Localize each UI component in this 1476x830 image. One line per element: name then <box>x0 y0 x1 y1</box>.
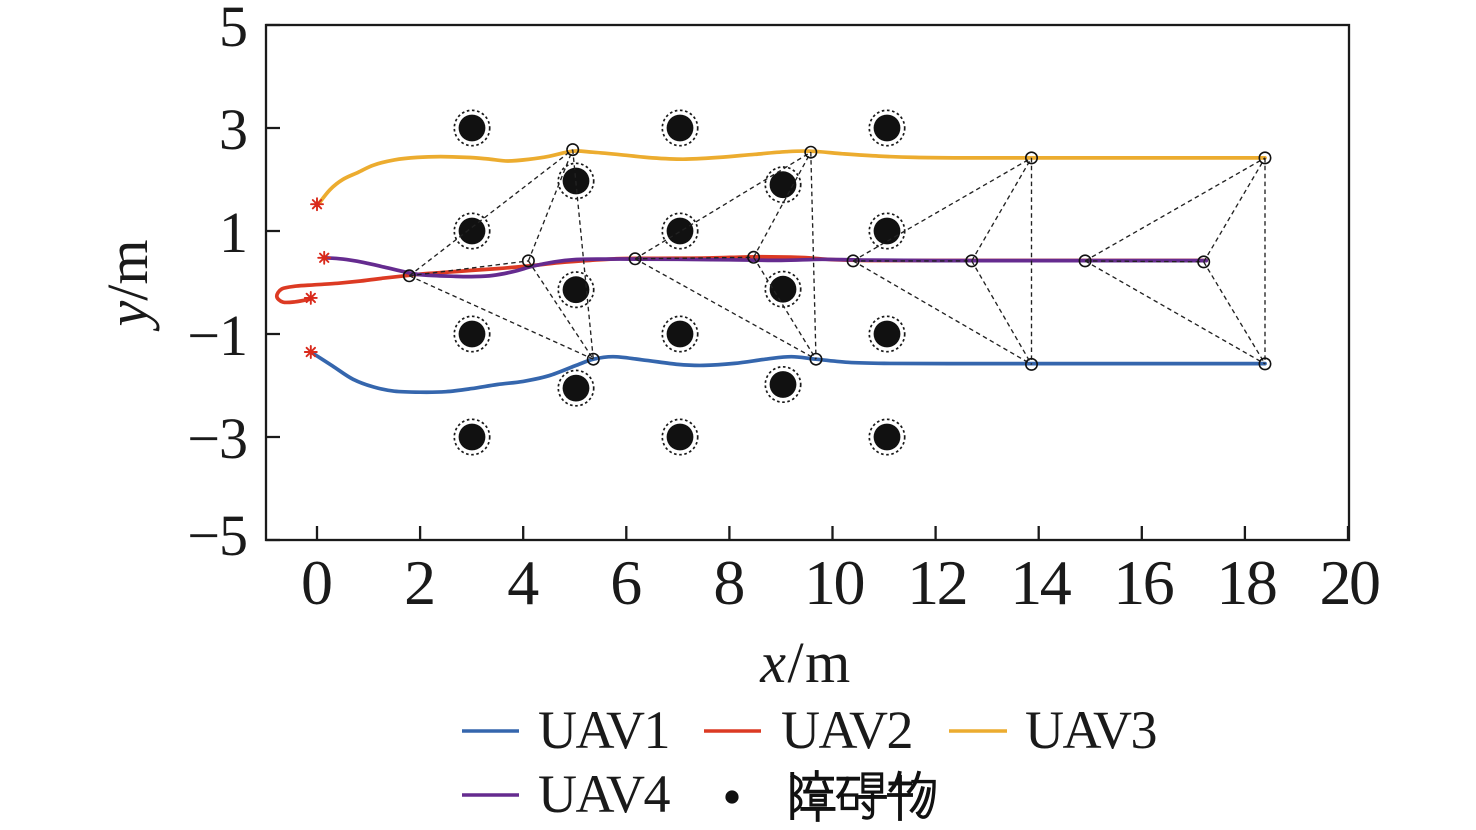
svg-text:8: 8 <box>713 547 745 618</box>
svg-text:UAV3: UAV3 <box>1025 700 1156 760</box>
svg-text:5: 5 <box>219 0 247 59</box>
svg-text:−3: −3 <box>187 406 247 471</box>
svg-text:18: 18 <box>1216 547 1276 618</box>
svg-text:14: 14 <box>1010 547 1071 618</box>
svg-text:20: 20 <box>1320 547 1380 618</box>
svg-text:−1: −1 <box>187 303 247 368</box>
svg-text:UAV1: UAV1 <box>538 700 669 760</box>
svg-text:x/m: x/m <box>759 630 851 695</box>
svg-text:2: 2 <box>404 547 436 618</box>
svg-text:16: 16 <box>1113 547 1174 618</box>
svg-text:4: 4 <box>507 547 539 618</box>
svg-text:0: 0 <box>301 547 333 618</box>
svg-text:UAV2: UAV2 <box>781 700 912 760</box>
svg-text:3: 3 <box>219 97 247 162</box>
svg-text:1: 1 <box>219 200 247 265</box>
svg-text:UAV4: UAV4 <box>538 764 671 824</box>
svg-text:−5: −5 <box>187 503 247 568</box>
svg-text:12: 12 <box>907 547 966 618</box>
svg-text:y/m: y/m <box>95 240 160 332</box>
svg-text:6: 6 <box>610 547 642 618</box>
svg-text:10: 10 <box>804 547 864 618</box>
